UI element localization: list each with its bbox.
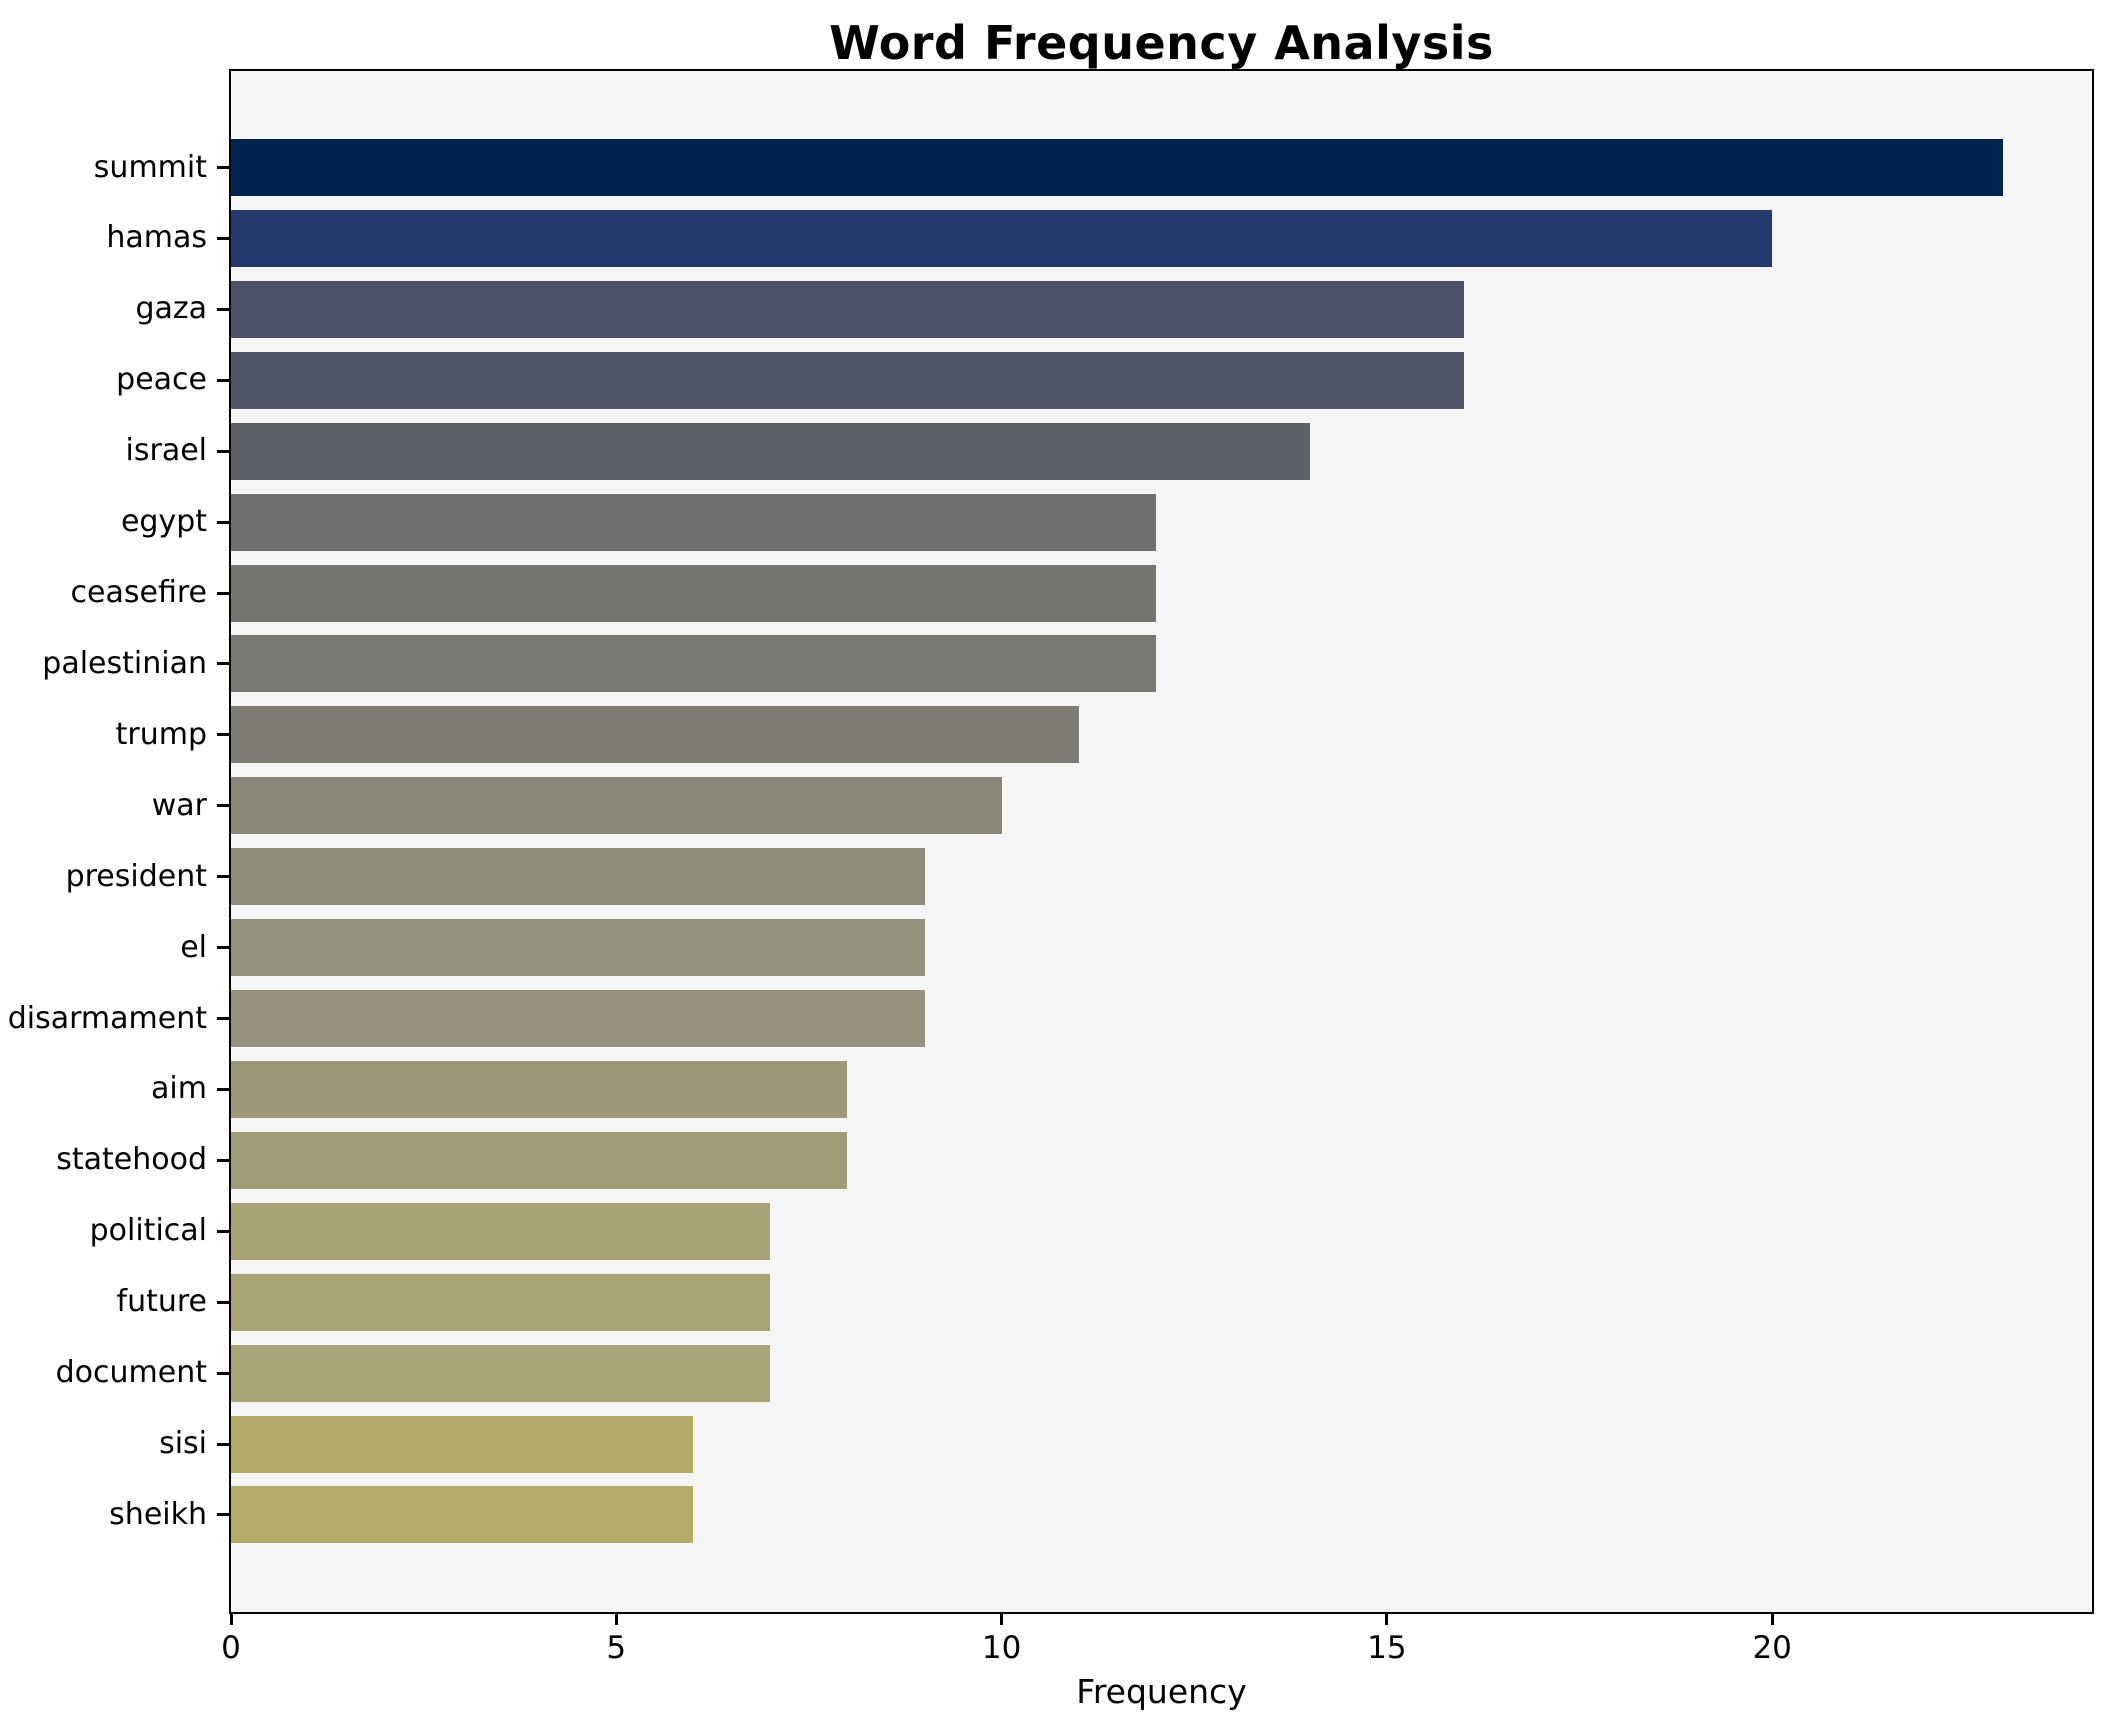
y-tick-mark — [217, 1158, 229, 1162]
y-tick-mark — [217, 875, 229, 879]
bar-gaza — [231, 280, 1464, 338]
y-tick-mark — [217, 946, 229, 950]
x-tick-mark — [1770, 1614, 1774, 1625]
bar-egypt — [231, 493, 1156, 551]
y-tick-label-palestinian: palestinian — [42, 645, 207, 681]
chart-title: Word Frequency Analysis — [829, 16, 1494, 70]
bar-trump — [231, 706, 1079, 764]
bar-president — [231, 848, 925, 906]
y-tick-label-political: political — [89, 1213, 207, 1249]
y-tick-label-sheikh: sheikh — [109, 1496, 207, 1532]
y-tick-mark — [217, 236, 229, 240]
x-tick-mark — [1000, 1614, 1004, 1625]
y-tick-mark — [217, 378, 229, 382]
bar-sisi — [231, 1415, 694, 1473]
y-tick-label-trump: trump — [115, 716, 207, 752]
y-tick-mark — [217, 1087, 229, 1091]
y-tick-mark — [217, 449, 229, 453]
y-tick-mark — [217, 1229, 229, 1233]
y-tick-label-el: el — [180, 929, 207, 965]
y-tick-mark — [217, 804, 229, 808]
y-tick-mark — [217, 1017, 229, 1021]
y-tick-mark — [217, 166, 229, 169]
x-tick-label-0: 0 — [221, 1630, 241, 1666]
x-tick-mark — [614, 1614, 618, 1625]
y-tick-label-hamas: hamas — [106, 220, 207, 256]
bar-war — [231, 777, 1002, 835]
y-tick-mark — [217, 1442, 229, 1446]
x-tick-label-20: 20 — [1752, 1630, 1792, 1666]
y-tick-label-disarmament: disarmament — [7, 1000, 207, 1036]
bar-document — [231, 1344, 771, 1402]
bar-statehood — [231, 1131, 848, 1189]
y-tick-mark — [217, 1513, 229, 1517]
x-tick-label-5: 5 — [606, 1630, 627, 1666]
y-tick-label-egypt: egypt — [120, 504, 207, 540]
y-tick-label-israel: israel — [125, 433, 207, 469]
y-tick-label-president: president — [65, 858, 207, 894]
y-tick-mark — [217, 1300, 229, 1304]
bar-disarmament — [231, 990, 925, 1048]
bar-ceasefire — [231, 564, 1156, 622]
y-tick-label-gaza: gaza — [135, 291, 207, 327]
y-tick-mark — [217, 662, 229, 666]
y-tick-label-sisi: sisi — [159, 1426, 207, 1462]
y-tick-mark — [217, 307, 229, 311]
y-tick-mark — [217, 591, 229, 595]
bar-hamas — [231, 209, 1773, 267]
y-tick-label-war: war — [151, 787, 207, 823]
y-tick-label-aim: aim — [151, 1071, 207, 1107]
bar-political — [231, 1202, 771, 1260]
x-axis-title: Frequency — [1076, 1672, 1247, 1711]
y-tick-label-statehood: statehood — [56, 1142, 207, 1178]
y-tick-mark — [217, 733, 229, 737]
x-tick-label-15: 15 — [1367, 1630, 1407, 1666]
y-tick-mark — [217, 520, 229, 524]
bar-israel — [231, 422, 1310, 480]
bar-palestinian — [231, 635, 1156, 693]
y-tick-mark — [217, 1371, 229, 1375]
bar-peace — [231, 351, 1464, 409]
x-tick-mark — [1385, 1614, 1389, 1625]
y-tick-label-summit: summit — [93, 149, 207, 185]
bar-summit — [231, 139, 2004, 196]
bar-aim — [231, 1060, 848, 1118]
y-tick-label-document: document — [55, 1355, 207, 1391]
y-tick-label-future: future — [116, 1284, 207, 1320]
y-tick-label-ceasefire: ceasefire — [70, 575, 207, 611]
x-tick-label-10: 10 — [981, 1630, 1022, 1666]
plot-area — [229, 69, 2094, 1614]
x-tick-mark — [229, 1614, 233, 1625]
bar-sheikh — [231, 1486, 694, 1544]
bar-future — [231, 1273, 771, 1331]
y-tick-label-peace: peace — [116, 362, 207, 398]
bar-el — [231, 919, 925, 977]
